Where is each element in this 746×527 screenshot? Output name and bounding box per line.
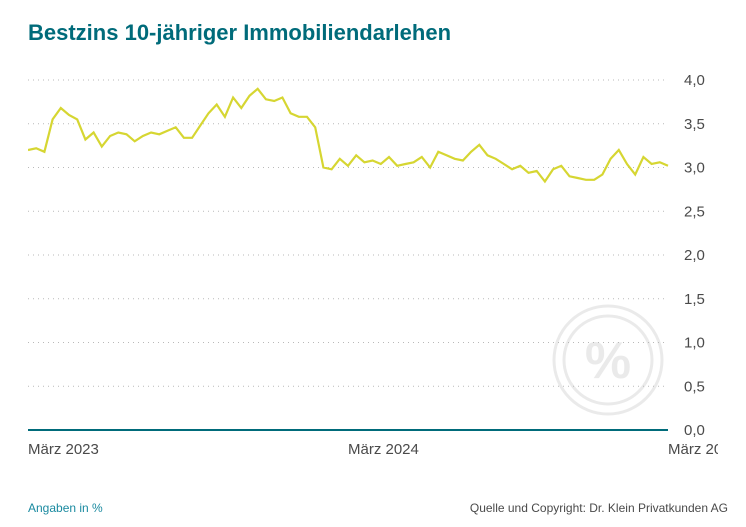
y-tick-label: 2,5	[684, 203, 705, 220]
x-tick-label: März 2025	[668, 441, 718, 458]
y-tick-label: 3,0	[684, 160, 705, 177]
x-tick-label: März 2023	[28, 441, 99, 458]
y-tick-label: 4,0	[684, 72, 705, 89]
y-tick-label: 1,5	[684, 291, 705, 308]
chart-container: % 0,0 0,5 1,0 1,5 2,0 2,5 3,0 3,5 4,0 März 2023 M…	[28, 70, 718, 470]
line-chart: % 0,0 0,5 1,0 1,5 2,0 2,5 3,0 3,5 4,0 März 2023 M…	[28, 70, 718, 470]
x-tick-label: März 2024	[348, 441, 419, 458]
unit-label: Angaben in %	[28, 501, 103, 515]
y-tick-label: 3,5	[684, 116, 705, 133]
y-tick-label: 0,5	[684, 378, 705, 395]
y-tick-label: 1,0	[684, 335, 705, 352]
y-tick-label: 2,0	[684, 247, 705, 264]
chart-footer: Angaben in % Quelle und Copyright: Dr. K…	[28, 501, 728, 515]
credit-label: Quelle und Copyright: Dr. Klein Privatku…	[470, 501, 728, 515]
watermark-percent-icon: %	[585, 332, 631, 390]
chart-title: Bestzins 10-jähriger Immobiliendarlehen	[0, 0, 746, 46]
y-tick-label: 0,0	[684, 422, 705, 439]
